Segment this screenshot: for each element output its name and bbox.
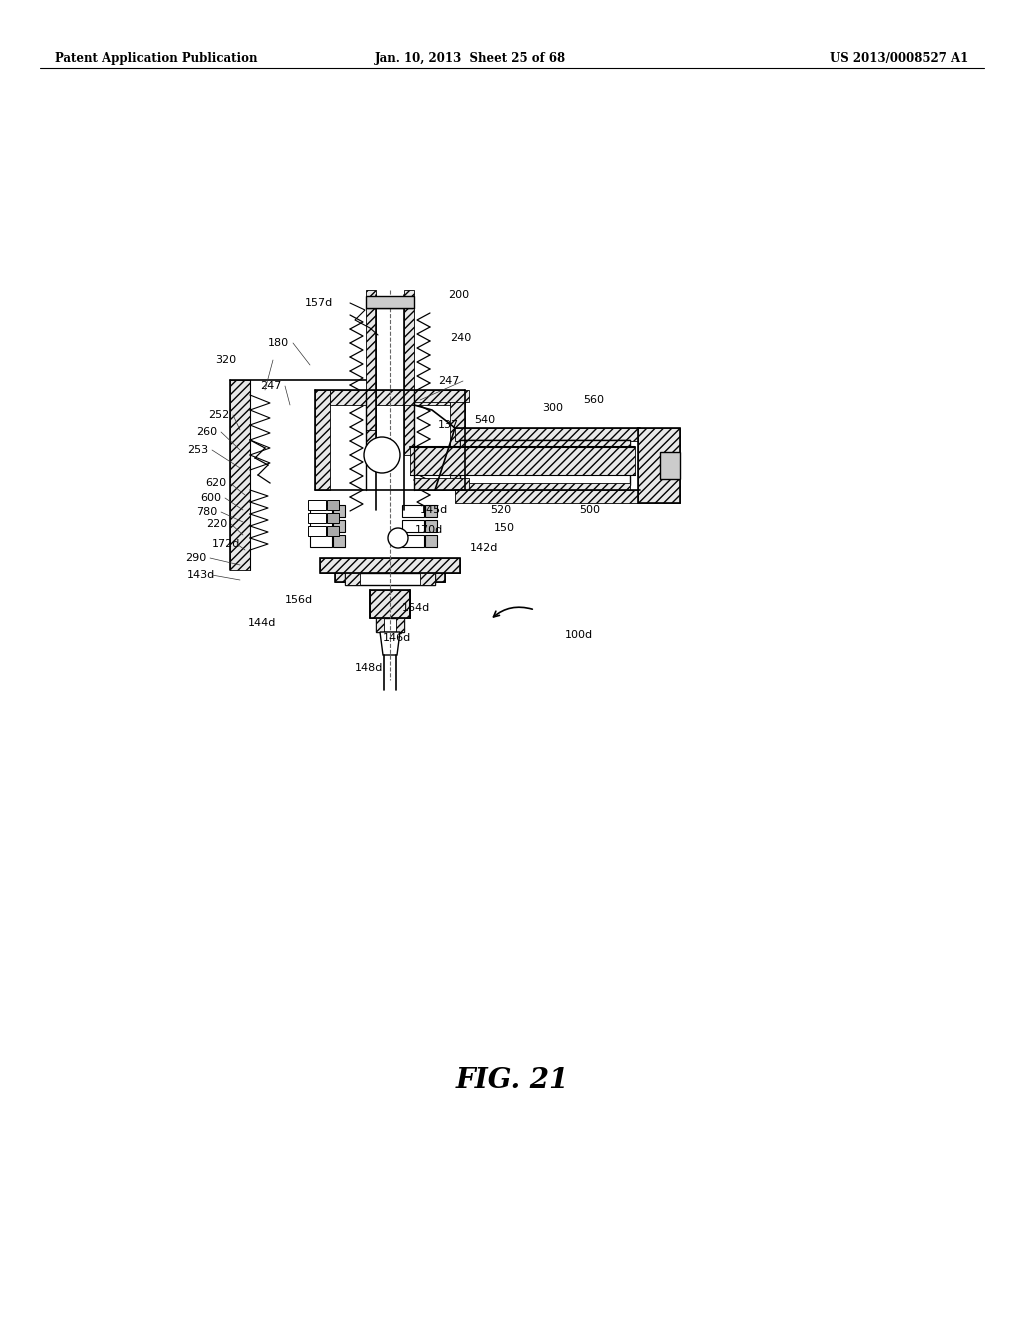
Text: 150: 150: [494, 523, 515, 533]
Bar: [402, 506, 424, 517]
Bar: [327, 500, 339, 510]
Text: 252: 252: [208, 411, 229, 420]
Bar: [308, 513, 326, 523]
Bar: [450, 389, 465, 490]
Text: 164d: 164d: [402, 603, 430, 612]
Bar: [310, 506, 332, 517]
Text: 148d: 148d: [355, 663, 383, 673]
Bar: [455, 428, 640, 441]
Bar: [404, 290, 414, 455]
Text: 146d: 146d: [383, 634, 412, 643]
Bar: [396, 618, 404, 632]
Bar: [460, 483, 630, 490]
Bar: [402, 520, 424, 532]
Bar: [414, 389, 469, 403]
Bar: [345, 573, 435, 585]
Text: 180: 180: [268, 338, 289, 348]
Bar: [333, 506, 345, 517]
Bar: [370, 590, 410, 618]
Text: 240: 240: [450, 333, 471, 343]
Bar: [366, 290, 376, 455]
Bar: [345, 573, 360, 585]
Bar: [335, 560, 445, 582]
Text: 220: 220: [206, 519, 227, 529]
Text: 137: 137: [438, 420, 459, 430]
Bar: [420, 573, 435, 585]
Text: 142d: 142d: [470, 543, 499, 553]
Text: 143d: 143d: [187, 570, 215, 579]
Text: 100d: 100d: [565, 630, 593, 640]
Text: 247: 247: [260, 381, 282, 391]
Bar: [410, 447, 635, 475]
Bar: [366, 296, 414, 308]
Bar: [638, 428, 680, 503]
Bar: [370, 590, 410, 618]
Text: 300: 300: [542, 403, 563, 413]
Text: 560: 560: [583, 395, 604, 405]
Bar: [335, 560, 445, 582]
Bar: [308, 500, 326, 510]
Bar: [319, 558, 460, 573]
Circle shape: [364, 437, 400, 473]
Bar: [425, 506, 437, 517]
Bar: [310, 535, 332, 546]
Bar: [414, 478, 469, 490]
Bar: [310, 520, 332, 532]
Bar: [327, 513, 339, 523]
Bar: [327, 525, 339, 536]
Bar: [308, 525, 326, 536]
Bar: [230, 380, 250, 570]
Bar: [333, 535, 345, 546]
Bar: [376, 618, 384, 632]
Text: 320: 320: [215, 355, 237, 366]
Bar: [425, 520, 437, 532]
Bar: [638, 428, 680, 503]
Bar: [460, 440, 630, 447]
Text: 145d: 145d: [420, 506, 449, 515]
Text: 144d: 144d: [248, 618, 276, 628]
Circle shape: [388, 528, 408, 548]
Text: 520: 520: [490, 506, 511, 515]
Text: Patent Application Publication: Patent Application Publication: [55, 51, 257, 65]
Text: 156d: 156d: [285, 595, 313, 605]
Text: 200: 200: [449, 290, 469, 300]
Text: 247: 247: [438, 376, 460, 385]
Bar: [376, 618, 404, 632]
Bar: [402, 535, 424, 546]
Text: 290: 290: [185, 553, 206, 564]
Bar: [333, 520, 345, 532]
Bar: [660, 451, 680, 479]
Bar: [366, 389, 376, 430]
Bar: [315, 389, 330, 490]
Text: 600: 600: [200, 492, 221, 503]
Text: US 2013/0008527 A1: US 2013/0008527 A1: [829, 51, 968, 65]
Bar: [425, 535, 437, 546]
Bar: [460, 440, 630, 484]
Polygon shape: [380, 632, 400, 655]
Text: 170d: 170d: [415, 525, 443, 535]
Text: 280: 280: [390, 298, 412, 308]
Bar: [330, 389, 450, 405]
Text: 157d: 157d: [305, 298, 333, 308]
Text: 620: 620: [205, 478, 226, 488]
Bar: [319, 558, 460, 573]
Text: 260: 260: [196, 426, 217, 437]
Text: FIG. 21: FIG. 21: [456, 1067, 568, 1093]
Text: 253: 253: [187, 445, 208, 455]
Text: Jan. 10, 2013  Sheet 25 of 68: Jan. 10, 2013 Sheet 25 of 68: [375, 51, 565, 65]
Text: 780: 780: [196, 507, 217, 517]
Text: 172d: 172d: [212, 539, 241, 549]
Text: 540: 540: [474, 414, 496, 425]
Bar: [455, 490, 640, 503]
Text: 500: 500: [579, 506, 600, 515]
